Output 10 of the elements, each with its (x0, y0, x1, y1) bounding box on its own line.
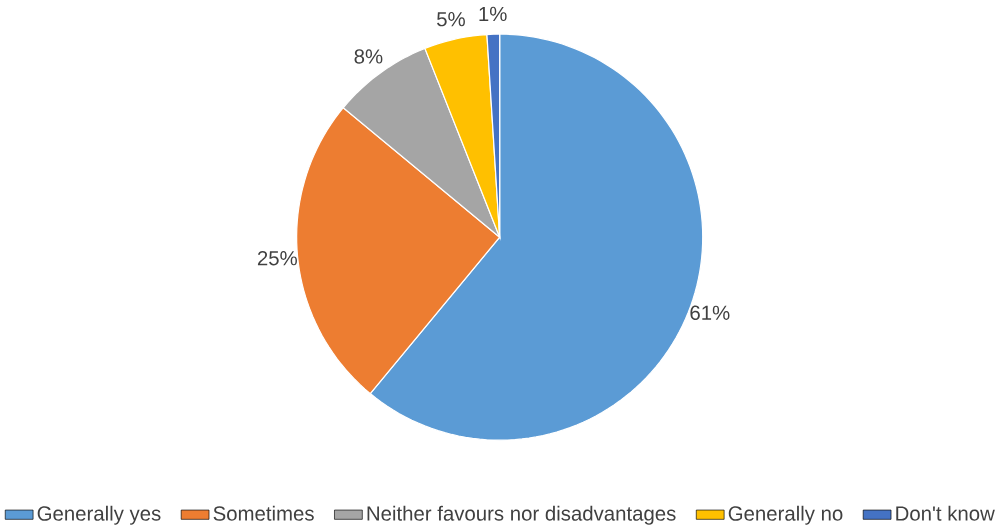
legend-label: Don't know (896, 505, 995, 521)
legend-label: Neither favours nor disadvantages (367, 505, 676, 525)
data-label: 61% (690, 305, 730, 320)
data-label: 25% (257, 250, 297, 266)
data-label: 5% (437, 11, 465, 27)
legend-label: Generally no (728, 505, 843, 525)
legend-label: Sometimes (213, 505, 314, 521)
legend-label: Generally yes (37, 505, 161, 525)
data-label: 8% (354, 49, 383, 64)
data-label: 1% (479, 6, 507, 21)
